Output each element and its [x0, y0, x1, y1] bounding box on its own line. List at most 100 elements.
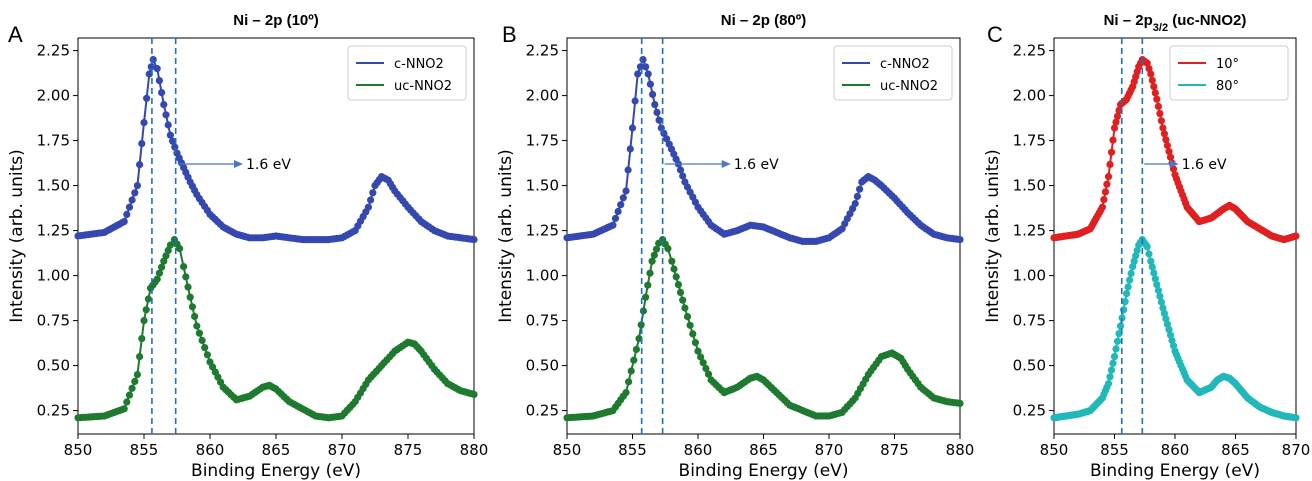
data-point [158, 89, 166, 97]
y-tick-label: 2.00 [37, 87, 70, 105]
data-point [1109, 136, 1117, 144]
data-point [160, 257, 168, 265]
data-point [138, 140, 146, 148]
data-point [622, 389, 630, 397]
series-1 [74, 236, 478, 422]
data-point [169, 137, 177, 145]
data-point [617, 201, 625, 209]
data-point [1159, 124, 1167, 132]
data-point [686, 321, 694, 329]
y-tick-label: 1.50 [37, 177, 70, 195]
data-point [689, 330, 697, 338]
data-point [155, 269, 163, 277]
data-point [644, 70, 652, 78]
data-point [131, 189, 139, 197]
data-point [125, 391, 134, 399]
legend-entry: 10° [1216, 57, 1239, 72]
x-tick-label: 860 [196, 441, 225, 459]
data-point [631, 97, 639, 105]
y-tick-label: 0.50 [1013, 357, 1046, 375]
data-point [679, 172, 687, 180]
x-tick-label: 860 [1161, 441, 1190, 459]
data-point [1153, 95, 1161, 103]
data-point [702, 364, 710, 373]
data-point [1168, 336, 1176, 344]
data-point [176, 245, 184, 253]
y-tick-label: 0.75 [37, 312, 70, 330]
data-point [1113, 337, 1122, 345]
data-point [652, 245, 661, 253]
data-point [158, 263, 166, 271]
data-point [1153, 281, 1161, 289]
data-point [663, 135, 671, 143]
x-tick-label: 875 [394, 441, 423, 459]
data-point [676, 288, 685, 296]
data-point [1147, 257, 1155, 265]
panel-c: C Ni – 2p3/2 (uc-NNO2) 850 855 860 865 870 0.25… [983, 12, 1310, 481]
data-point [1126, 276, 1134, 284]
x-tick-label: 880 [946, 441, 975, 459]
data-point [1112, 118, 1120, 126]
data-point [1163, 141, 1171, 150]
chart-title: Ni – 2p3/2 (uc-NNO2) [1104, 12, 1247, 34]
legend-entry: uc-NNO2 [394, 79, 452, 94]
y-tick-label: 1.00 [37, 267, 70, 285]
panel-label: C [987, 22, 1003, 47]
data-point [136, 161, 144, 169]
data-point [131, 377, 139, 385]
data-point [120, 218, 128, 226]
data-point [140, 317, 148, 325]
series-0 [74, 56, 478, 244]
data-point [162, 252, 170, 260]
data-point [198, 336, 206, 344]
data-point [646, 269, 654, 277]
data-point [956, 399, 964, 407]
data-point [699, 359, 707, 367]
data-point [1133, 246, 1141, 254]
data-point [133, 371, 141, 379]
data-point [140, 119, 148, 127]
data-point [619, 194, 627, 202]
x-tick-label: 870 [328, 441, 357, 459]
data-point [1103, 180, 1111, 188]
series-1 [563, 236, 964, 422]
y-tick-label: 1.75 [1013, 132, 1046, 150]
x-tick-label: 870 [815, 441, 844, 459]
data-point [164, 121, 172, 129]
data-point [1115, 330, 1123, 338]
y-tick-label: 0.25 [1013, 402, 1046, 420]
arrow-head [721, 160, 731, 168]
data-point [123, 398, 131, 406]
data-point [1292, 232, 1300, 240]
chart-title: Ni – 2p (80º) [721, 12, 807, 29]
data-point [672, 273, 680, 281]
data-point [642, 63, 650, 71]
y-tick-label: 0.75 [1013, 312, 1046, 330]
data-point [628, 124, 637, 132]
data-point [193, 322, 201, 330]
data-point [191, 312, 199, 320]
legend-entry: c-NNO2 [880, 57, 930, 72]
panel-a: A Ni – 2p (10º) 850 855 860 865 870 875 880 0.25 0… [7, 12, 488, 481]
legend [833, 45, 953, 101]
data-point [128, 384, 136, 392]
y-axis-label: Intensity (arb. units) [496, 149, 516, 322]
data-point [143, 94, 151, 102]
legend-entry: uc-NNO2 [880, 79, 938, 94]
annotation-label: 1.6 eV [1182, 157, 1227, 173]
data-point [630, 356, 638, 364]
data-point [153, 65, 161, 73]
data-point [1154, 102, 1162, 110]
data-point [147, 63, 155, 71]
data-point [364, 203, 372, 211]
data-point [956, 236, 964, 244]
data-point [1132, 252, 1140, 260]
x-tick-label: 865 [749, 441, 778, 459]
data-point [626, 145, 634, 153]
data-point [133, 182, 141, 190]
data-point [470, 236, 478, 244]
data-point [1169, 342, 1178, 350]
data-point [1157, 117, 1165, 125]
y-tick-label: 0.25 [37, 402, 70, 420]
data-point [1145, 65, 1153, 73]
